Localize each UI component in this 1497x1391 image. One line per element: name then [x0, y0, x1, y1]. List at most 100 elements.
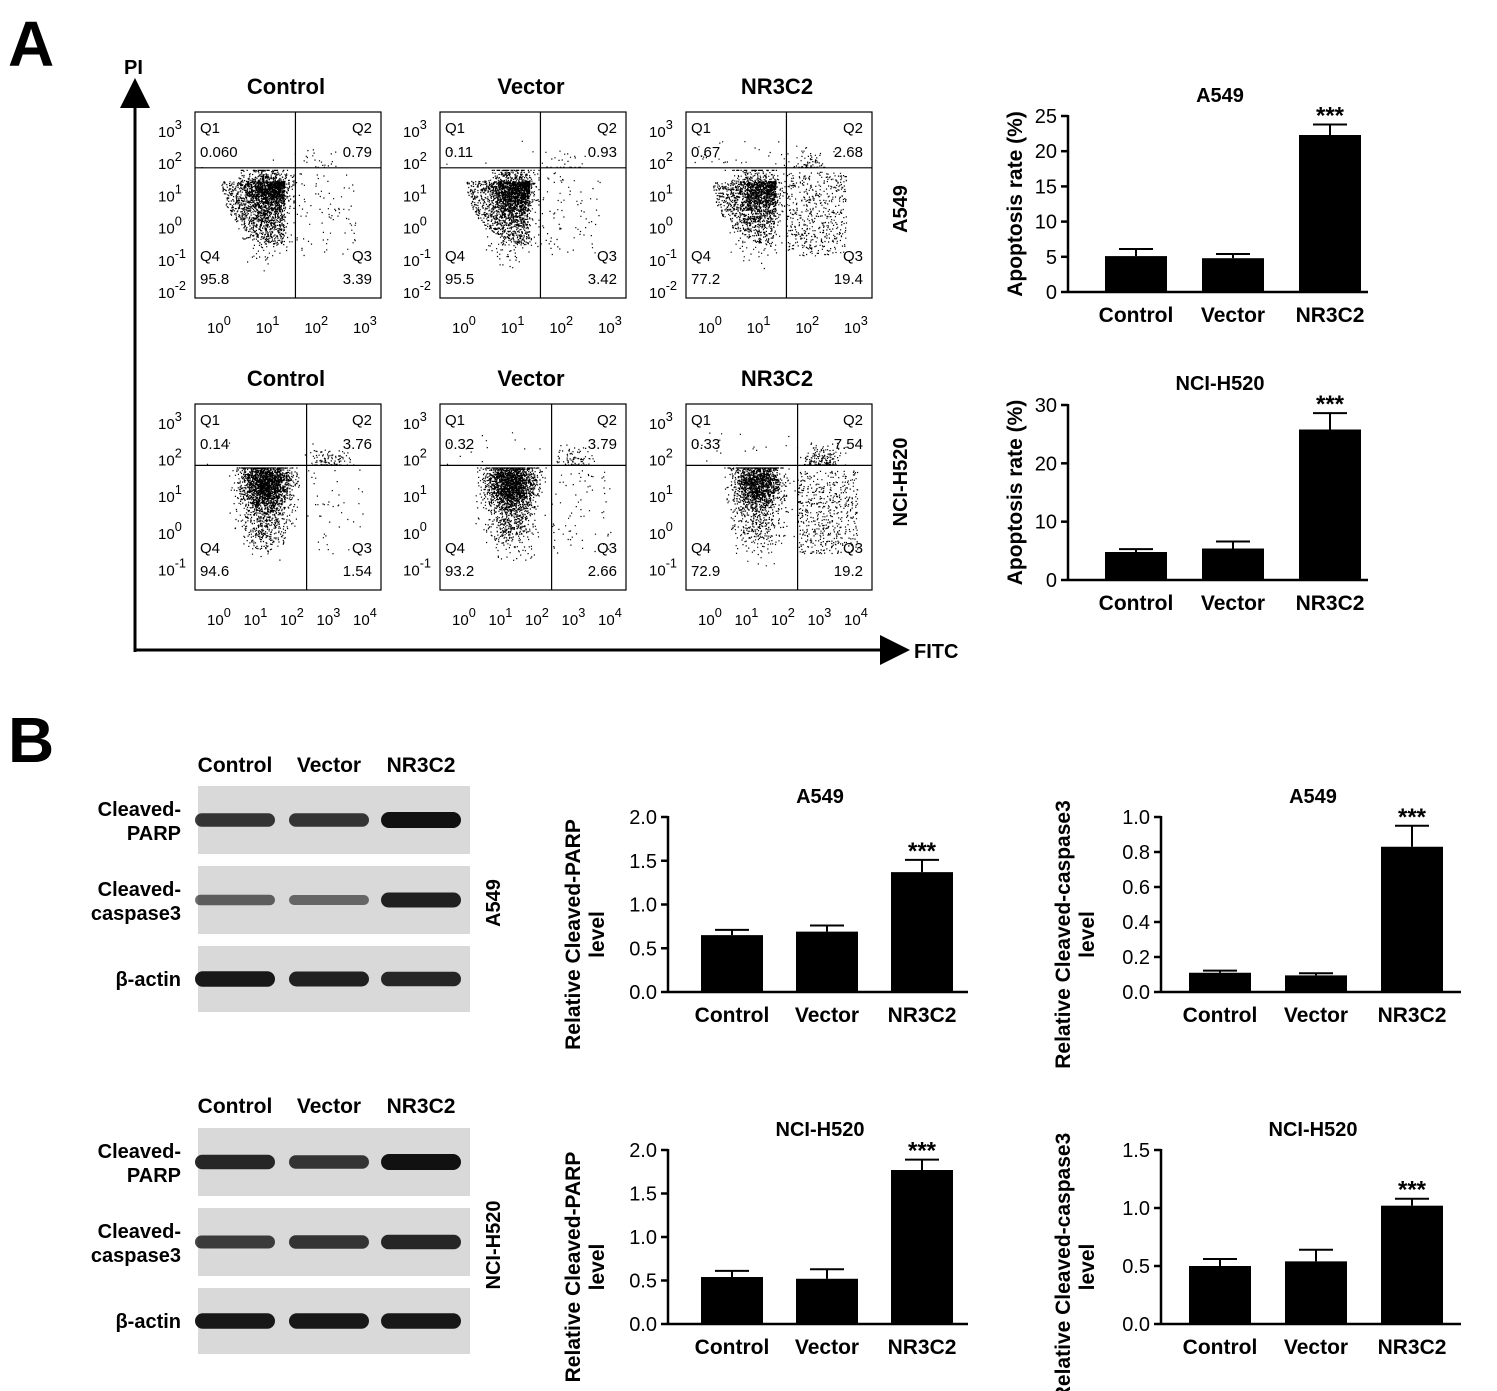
q4-label: Q4 — [691, 540, 711, 557]
y-tick-label: 103 — [158, 409, 182, 433]
bar — [891, 1170, 953, 1324]
y-tick-label: 101 — [158, 482, 182, 506]
y-tick-label: 20 — [1035, 453, 1057, 475]
bar — [701, 935, 763, 992]
pi-axis-label: PI — [124, 57, 143, 79]
blot-band-label: β-actin — [115, 1311, 181, 1333]
y-tick-label: 10-2 — [403, 278, 431, 302]
bar — [1202, 258, 1264, 292]
q3-value: 3.39 — [343, 271, 372, 288]
q1-label: Q1 — [200, 120, 220, 137]
y-axis-label: Relative Cleaved-caspase3 — [1052, 1133, 1075, 1391]
blot-band — [381, 812, 461, 828]
blot-band-label: Cleaved- — [98, 1221, 181, 1243]
flow-plot: Vector Q1 0.32 Q2 3.79 Q3 2.66 Q4 93.2 103 102 101 1… — [403, 366, 627, 629]
q2-value: 0.79 — [343, 144, 372, 161]
blot-lane-label: Control — [198, 754, 273, 777]
y-axis-label: level — [1076, 1244, 1099, 1291]
blot-cell-line-label: A549 — [483, 879, 505, 927]
q2-value: 7.54 — [834, 436, 863, 453]
y-tick-label: 103 — [158, 117, 182, 141]
x-tick-label: NR3C2 — [888, 1004, 957, 1027]
x-tick-label: 101 — [489, 605, 513, 629]
bar — [1381, 846, 1443, 992]
x-tick-label: 102 — [280, 605, 304, 629]
q3-label: Q3 — [597, 540, 617, 557]
q4-label: Q4 — [445, 248, 465, 265]
y-tick-label: 2.0 — [629, 807, 657, 829]
q2-label: Q2 — [843, 412, 863, 429]
flow-dots — [446, 140, 601, 269]
q4-value: 95.8 — [200, 271, 229, 288]
blot-band — [289, 1155, 369, 1169]
blot-cell-line-label: NCI-H520 — [483, 1201, 505, 1290]
q2-value: 0.93 — [588, 144, 617, 161]
q4-value: 93.2 — [445, 563, 474, 580]
blot-lane-label: NR3C2 — [387, 1095, 456, 1118]
q2-label: Q2 — [352, 412, 372, 429]
significance-label: *** — [908, 1138, 937, 1165]
x-tick-label: 103 — [562, 605, 586, 629]
q3-label: Q3 — [352, 248, 372, 265]
significance-label: *** — [908, 838, 937, 865]
blot-band-label: Cleaved- — [98, 1141, 181, 1163]
x-tick-label: 102 — [304, 313, 328, 337]
row-label-1: NCI-H520 — [890, 438, 912, 527]
y-tick-label: 0.5 — [1122, 1256, 1150, 1278]
y-tick-label: 5 — [1046, 247, 1057, 269]
y-tick-label: 103 — [649, 117, 673, 141]
x-tick-label: 104 — [353, 605, 377, 629]
y-tick-label: 10-1 — [403, 246, 431, 270]
q1-value: 0.67 — [691, 144, 720, 161]
bar-chart: A549 0 5 10 15 20 25 Apoptosis rate (%) Control V… — [1004, 85, 1368, 327]
chart-title: NCI-H520 — [1176, 373, 1265, 395]
x-tick-label: 100 — [452, 313, 476, 337]
y-tick-label: 10-1 — [649, 246, 677, 270]
bar-chart: NCI-H520 0 10 20 30 Apoptosis rate (%) Control… — [1004, 373, 1368, 615]
y-axis-label: Relative Cleaved-caspase3 — [1052, 800, 1075, 1069]
chart-title: NCI-H520 — [1269, 1119, 1358, 1141]
q1-label: Q1 — [445, 412, 465, 429]
blot-band — [195, 1235, 275, 1249]
chart-title: A549 — [1289, 786, 1337, 808]
bar-chart: A549 0.0 0.2 0.4 0.6 0.8 1.0 Relative Cleaved-c… — [1052, 786, 1461, 1069]
x-tick-label: 102 — [549, 313, 573, 337]
y-tick-label: 1.0 — [1122, 807, 1150, 829]
blot-band — [195, 1313, 275, 1329]
x-tick-label: 100 — [698, 605, 722, 629]
x-tick-label: 102 — [795, 313, 819, 337]
y-tick-label: 10 — [1035, 212, 1057, 234]
flow-plot-frame — [439, 403, 627, 591]
y-tick-label: 0.5 — [629, 1271, 657, 1293]
blot-band-label: β-actin — [115, 969, 181, 991]
y-tick-label: 0.8 — [1122, 842, 1150, 864]
blot-band — [289, 971, 369, 987]
q4-label: Q4 — [691, 248, 711, 265]
q2-label: Q2 — [597, 120, 617, 137]
q1-label: Q1 — [200, 412, 220, 429]
q1-value: 0.32 — [445, 436, 474, 453]
bar-chart: NCI-H520 0.0 0.5 1.0 1.5 Relative Cleaved-cas… — [1052, 1119, 1461, 1391]
panel-label-b: B — [8, 704, 54, 776]
y-axis-label: Apoptosis rate (%) — [1004, 400, 1027, 586]
x-tick-label: 103 — [844, 313, 868, 337]
bar — [1285, 1261, 1347, 1324]
bar — [1285, 975, 1347, 992]
bar — [1381, 1205, 1443, 1324]
blot-band-label: Cleaved- — [98, 799, 181, 821]
q1-label: Q1 — [691, 120, 711, 137]
y-tick-label: 0.2 — [1122, 947, 1150, 969]
y-tick-label: 10-2 — [649, 278, 677, 302]
y-tick-label: 0.0 — [629, 982, 657, 1004]
bar — [1189, 1266, 1251, 1324]
bar — [701, 1277, 763, 1324]
x-tick-label: Control — [1099, 304, 1174, 327]
q3-label: Q3 — [352, 540, 372, 557]
q2-label: Q2 — [352, 120, 372, 137]
y-tick-label: 101 — [649, 482, 673, 506]
y-tick-label: 10-1 — [649, 555, 677, 579]
y-tick-label: 101 — [649, 181, 673, 205]
y-tick-label: 100 — [158, 214, 182, 238]
blot-band — [381, 1154, 461, 1170]
blot-band-label: Cleaved- — [98, 879, 181, 901]
